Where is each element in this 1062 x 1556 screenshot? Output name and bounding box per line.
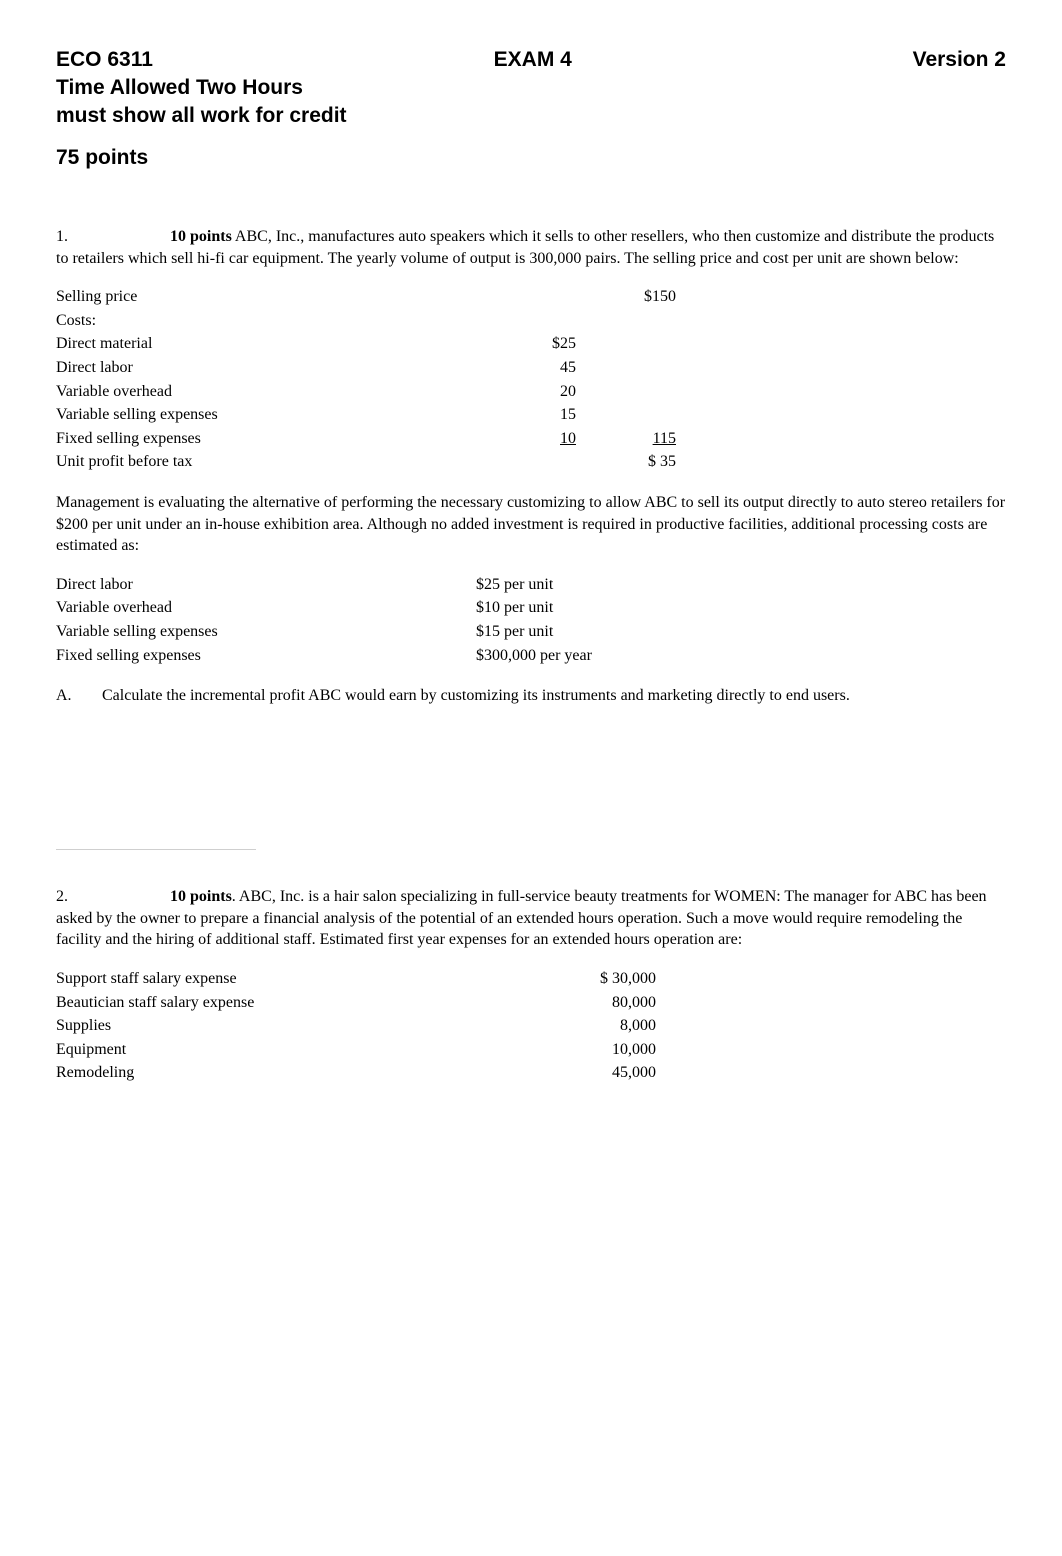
cell-val: 8,000 [556, 1014, 656, 1038]
q2-number: 2. [56, 886, 166, 908]
q1-points: 10 points [170, 228, 232, 245]
cell-c1 [476, 285, 576, 309]
cell-c1: 20 [476, 380, 576, 404]
time-allowed: Time Allowed Two Hours [56, 76, 1006, 100]
cell-val: 10,000 [556, 1038, 656, 1062]
cell-c1: $25 [476, 332, 576, 356]
exam-number: EXAM 4 [494, 48, 572, 72]
show-work-notice: must show all work for credit [56, 104, 1006, 128]
cell-c1: 10 [476, 427, 576, 451]
cell-label: Variable selling expenses [56, 620, 476, 644]
cell-val: $10 per unit [476, 596, 636, 620]
cell-val: $300,000 per year [476, 644, 636, 668]
cell-label: Variable overhead [56, 380, 476, 404]
cell-c2 [576, 309, 676, 333]
cell-label: Fixed selling expenses [56, 427, 476, 451]
cell-label: Variable selling expenses [56, 403, 476, 427]
q1-processing-table: Direct labor $25 per unit Variable overh… [56, 573, 636, 667]
course-code: ECO 6311 [56, 48, 153, 72]
question-1: 1. 10 points ABC, Inc., manufactures aut… [56, 226, 1006, 886]
cell-c2: $150 [576, 285, 676, 309]
cell-c1 [476, 309, 576, 333]
cell-val: 45,000 [556, 1061, 656, 1085]
cell-c1: 45 [476, 356, 576, 380]
table-row: Direct labor $25 per unit [56, 573, 636, 597]
cell-label: Remodeling [56, 1061, 556, 1085]
table-row: Variable selling expenses $15 per unit [56, 620, 636, 644]
q1-middle-para: Management is evaluating the alternative… [56, 492, 1006, 557]
q2-points: 10 points [170, 888, 232, 905]
cell-label: Support staff salary expense [56, 967, 556, 991]
cell-label: Direct material [56, 332, 476, 356]
q2-intro: 2. 10 points. ABC, Inc. is a hair salon … [56, 886, 1006, 951]
table-row: Support staff salary expense $ 30,000 [56, 967, 656, 991]
cell-label: Variable overhead [56, 596, 476, 620]
q1-number: 1. [56, 226, 166, 248]
cell-label: Unit profit before tax [56, 450, 476, 474]
cell-label: Direct labor [56, 573, 476, 597]
cell-val: $ 30,000 [556, 967, 656, 991]
subq-text: Calculate the incremental profit ABC wou… [102, 685, 1006, 707]
cell-label: Selling price [56, 285, 476, 309]
table-row: Unit profit before tax $ 35 [56, 450, 676, 474]
table-row: Variable overhead $10 per unit [56, 596, 636, 620]
q1-sub-a: A. Calculate the incremental profit ABC … [56, 685, 1006, 707]
table-row: Direct material $25 [56, 332, 676, 356]
cell-val: $15 per unit [476, 620, 636, 644]
exam-version: Version 2 [913, 48, 1006, 72]
table-row: Costs: [56, 309, 676, 333]
cell-label: Supplies [56, 1014, 556, 1038]
table-row: Direct labor 45 [56, 356, 676, 380]
cell-c1 [476, 450, 576, 474]
table-row: Variable selling expenses 15 [56, 403, 676, 427]
q1-cost-table: Selling price $150 Costs: Direct materia… [56, 285, 676, 474]
cell-c2: 115 [576, 427, 676, 451]
cell-val: 80,000 [556, 991, 656, 1015]
cell-c1: 15 [476, 403, 576, 427]
cell-c2 [576, 380, 676, 404]
cell-label: Direct labor [56, 356, 476, 380]
table-row: Remodeling 45,000 [56, 1061, 656, 1085]
exam-header: ECO 6311 EXAM 4 Version 2 [56, 48, 1006, 72]
table-row: Equipment 10,000 [56, 1038, 656, 1062]
table-row: Variable overhead 20 [56, 380, 676, 404]
cell-label: Costs: [56, 309, 476, 333]
cell-c2 [576, 403, 676, 427]
question-2: 2. 10 points. ABC, Inc. is a hair salon … [56, 886, 1006, 1085]
table-row: Fixed selling expenses 10 115 [56, 427, 676, 451]
table-row: Fixed selling expenses $300,000 per year [56, 644, 636, 668]
subq-letter: A. [56, 685, 102, 707]
table-row: Beautician staff salary expense 80,000 [56, 991, 656, 1015]
q1-intro: 1. 10 points ABC, Inc., manufactures aut… [56, 226, 1006, 269]
cell-label: Beautician staff salary expense [56, 991, 556, 1015]
answer-blank-line [56, 725, 1006, 887]
cell-c2 [576, 332, 676, 356]
cell-val: $25 per unit [476, 573, 636, 597]
cell-c2 [576, 356, 676, 380]
cell-label: Equipment [56, 1038, 556, 1062]
q2-expense-table: Support staff salary expense $ 30,000 Be… [56, 967, 656, 1085]
table-row: Selling price $150 [56, 285, 676, 309]
table-row: Supplies 8,000 [56, 1014, 656, 1038]
cell-label: Fixed selling expenses [56, 644, 476, 668]
cell-c2: $ 35 [576, 450, 676, 474]
total-points: 75 points [56, 146, 1006, 170]
